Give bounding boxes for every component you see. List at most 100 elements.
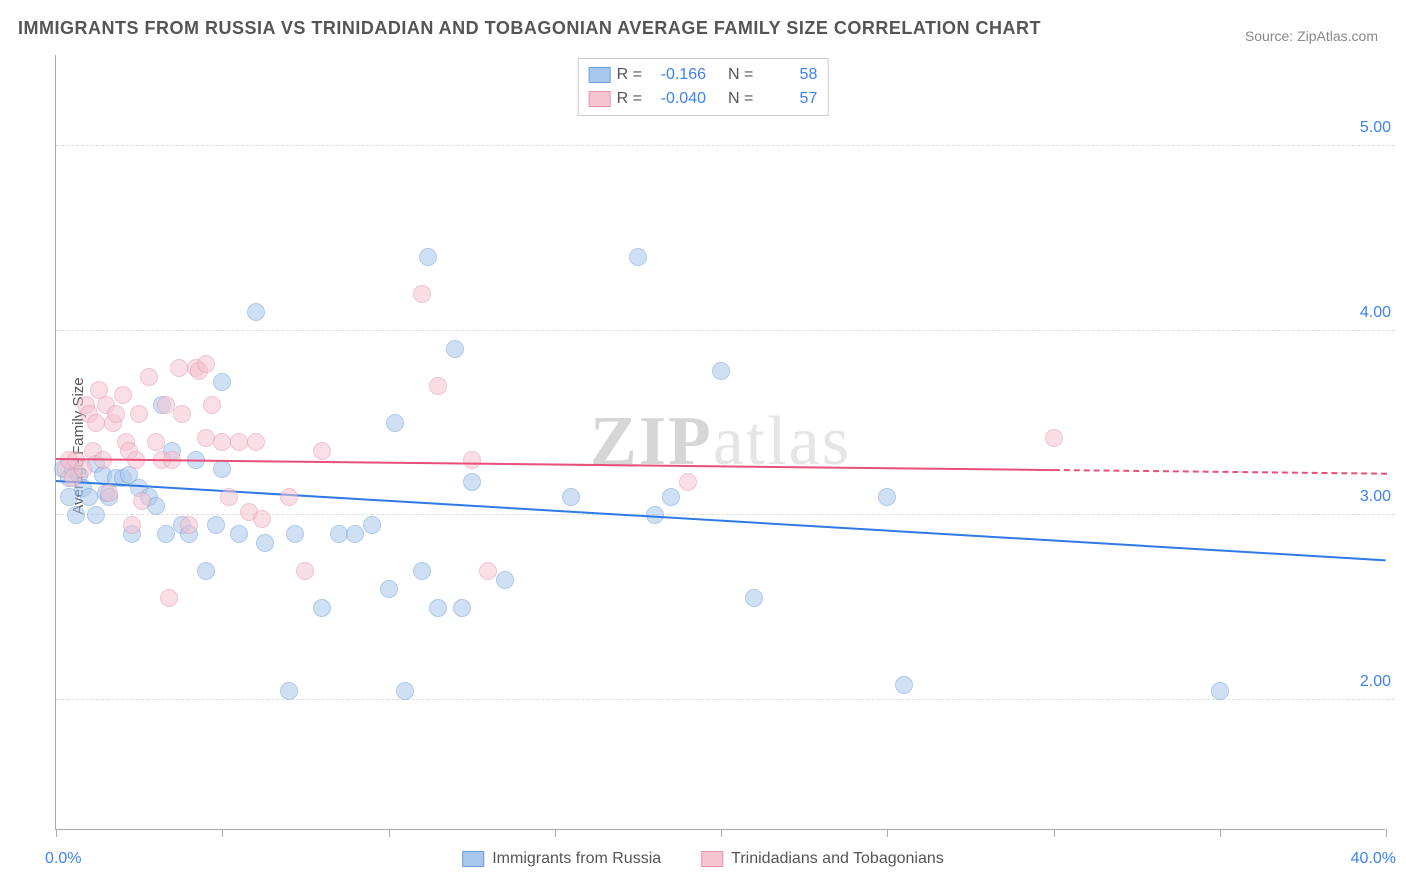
- y-tick-label: 4.00: [1360, 304, 1395, 322]
- data-point: [396, 682, 414, 700]
- data-point: [67, 506, 85, 524]
- data-point: [173, 405, 191, 423]
- watermark: ZIPatlas: [590, 402, 851, 482]
- data-point: [380, 580, 398, 598]
- data-point: [80, 488, 98, 506]
- y-tick-label: 3.00: [1360, 488, 1395, 506]
- data-point: [479, 562, 497, 580]
- data-point: [197, 562, 215, 580]
- data-point: [429, 377, 447, 395]
- legend-label-1: Immigrants from Russia: [492, 850, 661, 868]
- data-point: [712, 362, 730, 380]
- data-point: [562, 488, 580, 506]
- data-point: [197, 355, 215, 373]
- y-tick-label: 5.00: [1360, 119, 1395, 137]
- data-point: [296, 562, 314, 580]
- data-point: [446, 340, 464, 358]
- data-point: [160, 589, 178, 607]
- data-point: [247, 303, 265, 321]
- source-attribution: Source: ZipAtlas.com: [1245, 28, 1378, 44]
- x-tick: [1054, 829, 1055, 837]
- data-point: [247, 433, 265, 451]
- data-point: [157, 396, 175, 414]
- data-point: [87, 414, 105, 432]
- data-point: [629, 248, 647, 266]
- data-point: [180, 516, 198, 534]
- data-point: [170, 359, 188, 377]
- data-point: [203, 396, 221, 414]
- legend-swatch-blue: [589, 67, 611, 83]
- data-point: [1045, 429, 1063, 447]
- gridline: [56, 699, 1395, 700]
- plot-area: ZIPatlas 2.003.004.005.00: [55, 55, 1385, 830]
- data-point: [463, 451, 481, 469]
- legend-row-series-2: R = -0.040 N = 57: [589, 87, 818, 111]
- y-tick-label: 2.00: [1360, 673, 1395, 691]
- gridline: [56, 330, 1395, 331]
- data-point: [413, 285, 431, 303]
- data-point: [463, 473, 481, 491]
- x-tick: [887, 829, 888, 837]
- trend-line: [56, 458, 1054, 471]
- data-point: [130, 405, 148, 423]
- chart-title: IMMIGRANTS FROM RUSSIA VS TRINIDADIAN AN…: [18, 18, 1041, 39]
- n-value-2: 57: [759, 87, 817, 111]
- data-point: [496, 571, 514, 589]
- data-point: [286, 525, 304, 543]
- data-point: [878, 488, 896, 506]
- data-point: [280, 682, 298, 700]
- data-point: [679, 473, 697, 491]
- data-point: [313, 599, 331, 617]
- data-point: [745, 589, 763, 607]
- legend-label-2: Trinidadians and Tobagonians: [731, 850, 944, 868]
- x-tick: [222, 829, 223, 837]
- legend-row-series-1: R = -0.166 N = 58: [589, 63, 818, 87]
- data-point: [213, 433, 231, 451]
- data-point: [429, 599, 447, 617]
- data-point: [280, 488, 298, 506]
- x-axis-min-label: 0.0%: [45, 850, 81, 868]
- data-point: [330, 525, 348, 543]
- legend-swatch-blue: [462, 851, 484, 867]
- data-point: [419, 248, 437, 266]
- r-value-1: -0.166: [648, 63, 706, 87]
- data-point: [213, 373, 231, 391]
- x-tick: [56, 829, 57, 837]
- x-axis-max-label: 40.0%: [1351, 850, 1396, 868]
- x-tick: [389, 829, 390, 837]
- data-point: [74, 460, 92, 478]
- gridline: [56, 145, 1395, 146]
- data-point: [1211, 682, 1229, 700]
- legend-swatch-pink: [701, 851, 723, 867]
- data-point: [253, 510, 271, 528]
- n-label: N =: [728, 87, 753, 111]
- legend-swatch-pink: [589, 91, 611, 107]
- data-point: [230, 525, 248, 543]
- x-tick: [1220, 829, 1221, 837]
- x-tick: [1386, 829, 1387, 837]
- data-point: [157, 525, 175, 543]
- series-legend: Immigrants from Russia Trinidadians and …: [462, 850, 944, 868]
- data-point: [313, 442, 331, 460]
- data-point: [114, 386, 132, 404]
- data-point: [895, 676, 913, 694]
- data-point: [213, 460, 231, 478]
- data-point: [386, 414, 404, 432]
- x-tick: [721, 829, 722, 837]
- legend-item-1: Immigrants from Russia: [462, 850, 661, 868]
- data-point: [107, 405, 125, 423]
- data-point: [220, 488, 238, 506]
- data-point: [133, 492, 151, 510]
- correlation-legend: R = -0.166 N = 58 R = -0.040 N = 57: [578, 58, 829, 116]
- data-point: [140, 368, 158, 386]
- data-point: [147, 433, 165, 451]
- r-value-2: -0.040: [648, 87, 706, 111]
- r-label: R =: [617, 87, 642, 111]
- data-point: [207, 516, 225, 534]
- trend-line: [1053, 469, 1386, 475]
- data-point: [662, 488, 680, 506]
- data-point: [346, 525, 364, 543]
- n-label: N =: [728, 63, 753, 87]
- n-value-1: 58: [759, 63, 817, 87]
- legend-item-2: Trinidadians and Tobagonians: [701, 850, 944, 868]
